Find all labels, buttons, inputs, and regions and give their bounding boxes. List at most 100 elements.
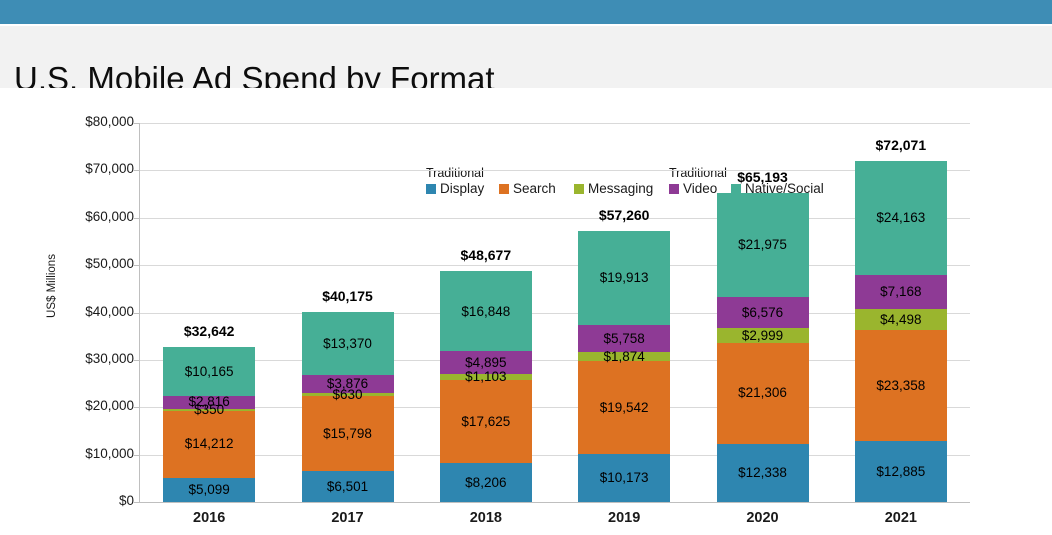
bar-segment-video[interactable]: $7,168 (854, 275, 947, 309)
bar-segment-label: $13,370 (323, 335, 372, 351)
stacked-bar[interactable]: $8,206 $17,625 $1,103 $4,895 $16,848 (439, 123, 532, 502)
bar-segment-display[interactable]: $5,099 (163, 477, 256, 502)
bar-segment-label: $17,625 (461, 413, 511, 429)
bar-segment-label: $12,885 (876, 463, 926, 479)
bar-segment-messaging[interactable]: $2,999 (716, 328, 809, 343)
legend-row: Video (669, 181, 727, 196)
bar-group[interactable]: $5,099 $14,212 $350 $2,816 $10,165 $32,642 201… (163, 123, 256, 526)
legend-swatch-icon (669, 183, 679, 194)
bar-segment-native-social[interactable]: $21,975 (716, 193, 809, 298)
y-axis-tick (134, 359, 140, 361)
bar-segment-native-social[interactable]: $19,913 (578, 230, 671, 326)
bar-group[interactable]: $8,206 $17,625 $1,103 $4,895 $16,848 $48,677 2… (439, 123, 532, 526)
stacked-bar[interactable]: $5,099 $14,212 $350 $2,816 $10,165 (163, 123, 256, 502)
bar-segment-display[interactable]: $12,885 (854, 440, 947, 502)
bar-segment-native-social[interactable]: $16,848 (439, 271, 532, 352)
bar-segment-display[interactable]: $12,338 (716, 443, 809, 502)
bar-segment-label: $5,758 (603, 330, 645, 346)
stacked-bar[interactable]: $12,885 $23,358 $4,498 $7,168 $24,163 (854, 123, 947, 502)
bar-segment-video[interactable]: $4,895 (439, 351, 532, 375)
bar-segment-video[interactable]: $3,876 (301, 375, 394, 394)
bar-segment-label: $3,876 (326, 376, 369, 392)
gridline (140, 123, 970, 124)
bar-segment-label: $15,798 (323, 426, 372, 441)
legend-item-native-social[interactable]: Native/Social (731, 181, 824, 196)
legend-item-video[interactable]: Traditional Video (669, 166, 727, 196)
y-axis-tick-label: $40,000 (85, 303, 134, 319)
y-axis-tick (134, 265, 140, 267)
x-axis-tick-label: 2021 (884, 510, 917, 526)
bar-total-label: $72,071 (875, 136, 927, 153)
legend-row: Display (426, 181, 484, 196)
stacked-bar[interactable]: $12,338 $21,306 $2,999 $6,576 $21,975 (716, 123, 809, 502)
bar-segment-label: $7,168 (880, 284, 922, 300)
y-axis-tick (134, 502, 140, 503)
title-bar: U.S. Mobile Ad Spend by Format (0, 26, 1052, 97)
bar-segment-native-social[interactable]: $24,163 (854, 160, 947, 276)
x-axis-line (140, 502, 970, 503)
legend-swatch-icon (731, 183, 741, 194)
bar-segment-search[interactable]: $23,358 (854, 330, 947, 441)
bar-segment-label: $19,913 (599, 270, 649, 286)
bar-segment-display[interactable]: $6,501 (301, 471, 394, 502)
bar-group[interactable]: $10,173 $19,542 $1,874 $5,758 $19,913 $57,260… (578, 123, 671, 526)
x-axis-tick-label: 2020 (746, 510, 779, 526)
bar-segment-messaging[interactable]: $1,103 (439, 370, 532, 383)
legend-swatch-icon (574, 183, 584, 194)
y-axis-tick-label: $30,000 (85, 350, 134, 366)
bar-segment-messaging[interactable]: $630 (301, 388, 394, 401)
bar-segment-label: $350 (194, 401, 225, 417)
stacked-bar[interactable]: $10,173 $19,542 $1,874 $5,758 $19,913 (578, 123, 671, 502)
bar-segment-label: $630 (332, 387, 363, 403)
bar-segment-search[interactable]: $14,212 (163, 410, 256, 478)
bar-segment-search[interactable]: $15,798 (301, 396, 394, 472)
bar-segment-label: $24,163 (876, 210, 926, 226)
gridline (140, 359, 970, 361)
stacked-bar[interactable]: $6,501 $15,798 $630 $3,876 $13,370 (301, 123, 394, 502)
bar-segment-display[interactable]: $10,173 (578, 453, 671, 502)
bar-total-label: $40,175 (322, 287, 373, 304)
bar-segment-search[interactable]: $19,542 (578, 361, 671, 454)
legend-item-label: Search (513, 181, 556, 196)
x-axis-tick-label: 2019 (608, 510, 641, 526)
y-axis-tick (134, 123, 140, 124)
y-axis-tick-label: $50,000 (85, 256, 134, 272)
bar-segment-video[interactable]: $6,576 (716, 297, 809, 329)
bar-segment-video[interactable]: $2,816 (163, 395, 256, 409)
legend-item-messaging[interactable]: Messaging (574, 181, 653, 196)
gridline (140, 170, 970, 172)
bar-segment-display[interactable]: $8,206 (439, 463, 532, 502)
bar-segment-label: $16,848 (461, 303, 511, 319)
legend-item-search[interactable]: Search (499, 181, 556, 196)
y-axis-tick-labels: $80,000 $70,000 $60,000 $50,000 $40,000 $30,0… (52, 114, 134, 508)
legend-item-display[interactable]: Traditional Display (426, 166, 484, 196)
bar-total-label: $65,193 (737, 169, 788, 186)
bar-segment-label: $1,874 (603, 349, 645, 365)
gridline (140, 217, 970, 219)
y-axis-tick (134, 407, 140, 409)
bar-segment-label: $6,501 (326, 478, 369, 494)
bar-segment-label: $10,165 (184, 363, 234, 379)
bar-segment-messaging[interactable]: $350 (163, 403, 256, 416)
bar-segment-video[interactable]: $5,758 (578, 325, 671, 353)
legend-row: Messaging (574, 181, 653, 196)
legend-item-prefix: Traditional (426, 166, 484, 180)
bar-segment-label: $12,338 (738, 465, 787, 481)
bar-group[interactable]: $12,338 $21,306 $2,999 $6,576 $21,975 $65,193… (716, 123, 809, 526)
bar-segment-messaging[interactable]: $4,498 (854, 308, 947, 331)
gridline (140, 454, 970, 456)
top-accent-band (0, 0, 1052, 24)
bar-segment-native-social[interactable]: $10,165 (163, 347, 256, 396)
bar-segment-search[interactable]: $17,625 (439, 379, 532, 464)
legend-item-label: Display (440, 181, 485, 196)
gridline (140, 265, 970, 267)
bar-segment-messaging[interactable]: $1,874 (578, 349, 671, 365)
bar-group[interactable]: $6,501 $15,798 $630 $3,876 $13,370 $40,175 201… (301, 123, 394, 526)
bar-total-label: $32,642 (183, 323, 235, 340)
bar-group[interactable]: $12,885 $23,358 $4,498 $7,168 $24,163 $72,071… (854, 123, 947, 526)
y-axis-tick-label: $80,000 (85, 114, 134, 129)
bar-segment-native-social[interactable]: $13,370 (301, 311, 394, 375)
legend-item-label: Messaging (588, 181, 654, 196)
y-axis-tick-label: $20,000 (85, 398, 134, 414)
bar-segment-search[interactable]: $21,306 (716, 342, 809, 444)
